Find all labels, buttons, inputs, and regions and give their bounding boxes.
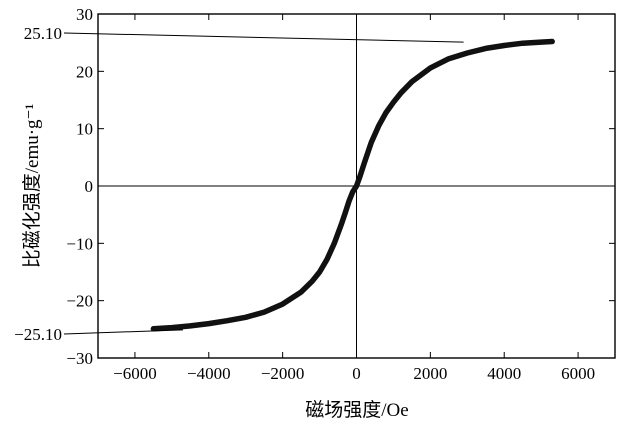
y-tick-label: −30 <box>66 349 93 368</box>
y-tick-label: −10 <box>66 234 93 253</box>
tick-labels: −6000 −4000 −2000 0 2000 4000 6000 −30 −20 −10 0 10… <box>66 5 595 383</box>
x-tick-label: 4000 <box>487 364 521 383</box>
y-tick-label: 10 <box>76 120 93 139</box>
y-tick-label: 20 <box>76 62 93 81</box>
x-tick-label: 6000 <box>561 364 595 383</box>
y-tick-label: 0 <box>85 177 94 196</box>
x-tick-label: −4000 <box>187 364 231 383</box>
y-tick-label: −20 <box>66 292 93 311</box>
annotations-layer: 25.10 −25.10 <box>14 24 464 344</box>
y-tick-label: 30 <box>76 5 93 24</box>
annotation-leader-line <box>63 329 183 335</box>
annotation-leader-line <box>63 32 464 43</box>
series-layer <box>150 38 555 332</box>
annotation-label: −25.10 <box>14 325 62 344</box>
x-tick-label: −2000 <box>261 364 305 383</box>
y-axis-label: 比磁化强度/emu·g⁻¹ <box>21 103 43 268</box>
annotation-label: 25.10 <box>24 24 62 43</box>
x-tick-label: 0 <box>352 364 361 383</box>
axis-ticks <box>98 13 615 359</box>
x-tick-label: −6000 <box>113 364 157 383</box>
magnetization-curve <box>150 38 555 332</box>
x-axis-label: 磁场强度/Oe <box>305 399 408 421</box>
x-tick-label: 2000 <box>413 364 447 383</box>
